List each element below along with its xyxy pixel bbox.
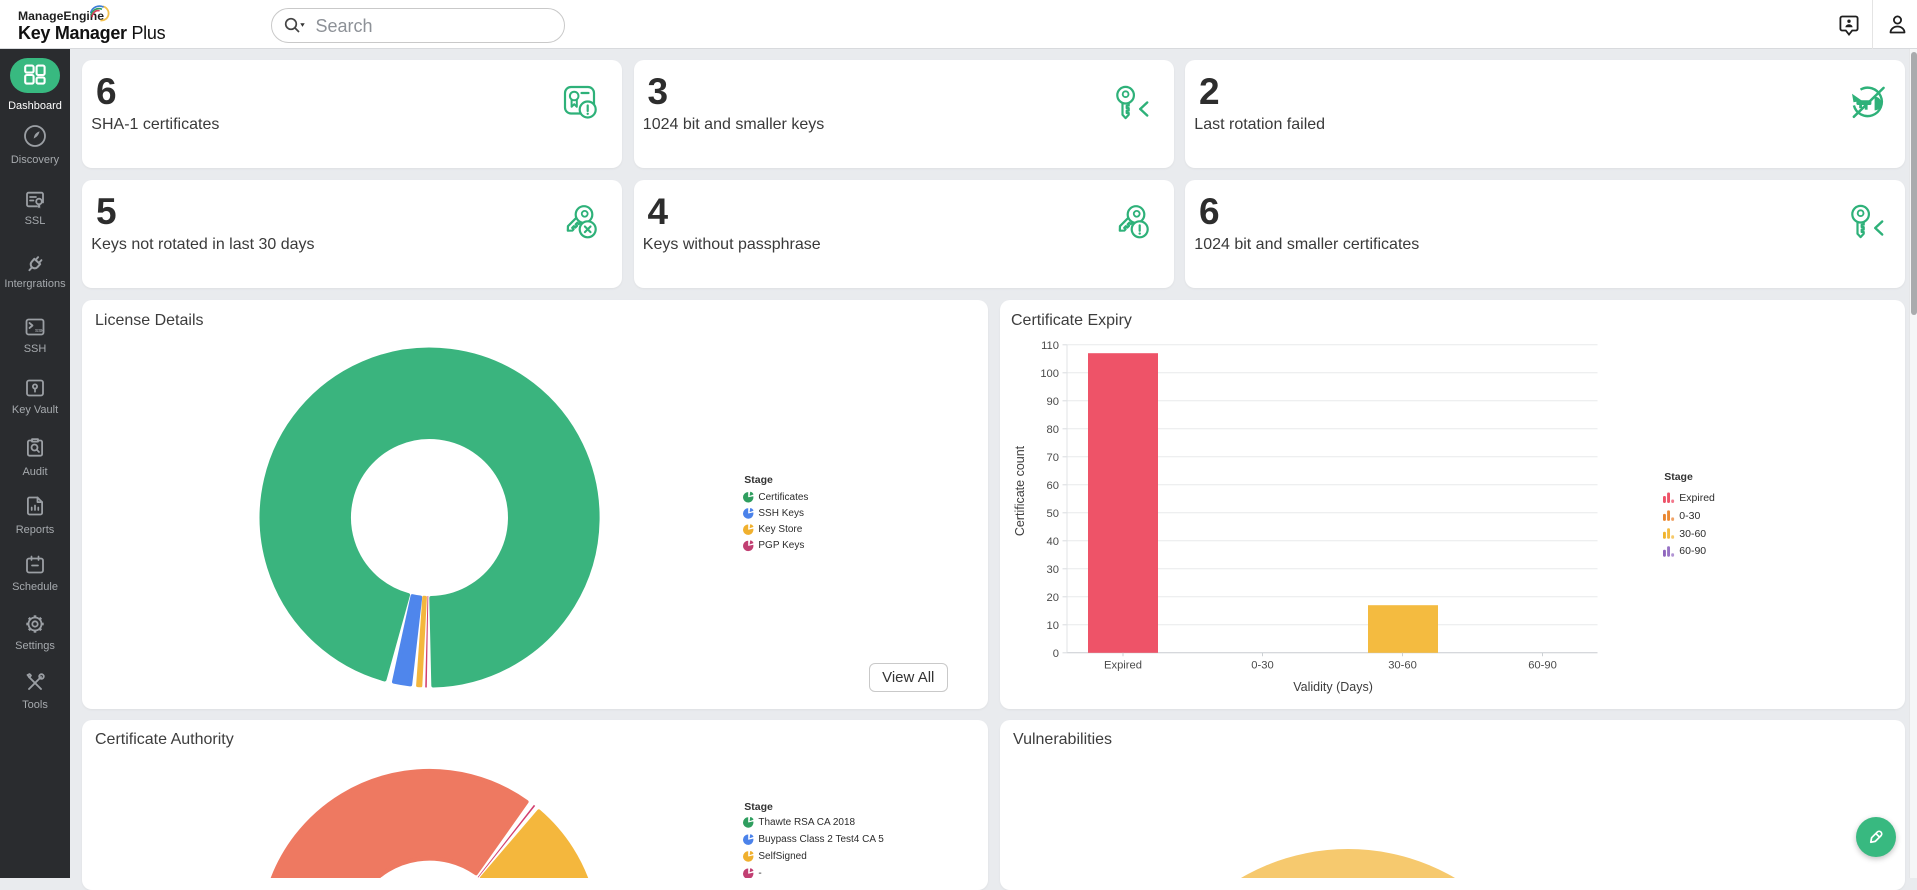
svg-text:0-30: 0-30 [1251, 659, 1273, 671]
svg-text:SSH: SSH [35, 328, 45, 333]
svg-text:60-90: 60-90 [1528, 659, 1557, 671]
svg-text:70: 70 [1046, 452, 1058, 464]
svg-text:30: 30 [1046, 564, 1058, 576]
svg-text:Certificate count: Certificate count [1013, 445, 1027, 536]
svg-text:10: 10 [1046, 620, 1058, 632]
svg-text:40: 40 [1046, 536, 1058, 548]
svg-text:90: 90 [1046, 396, 1058, 408]
svg-text:60: 60 [1046, 480, 1058, 492]
svg-text:30-60: 30-60 [1388, 659, 1417, 671]
svg-text:20: 20 [1046, 592, 1058, 604]
svg-text:0: 0 [1052, 648, 1058, 660]
svg-text:50: 50 [1046, 508, 1058, 520]
svg-text:110: 110 [1041, 340, 1059, 352]
svg-text:100: 100 [1040, 368, 1059, 380]
svg-text:Validity (Days): Validity (Days) [1293, 680, 1373, 694]
svg-text:Expired: Expired [1104, 659, 1142, 671]
svg-text:80: 80 [1046, 424, 1058, 436]
